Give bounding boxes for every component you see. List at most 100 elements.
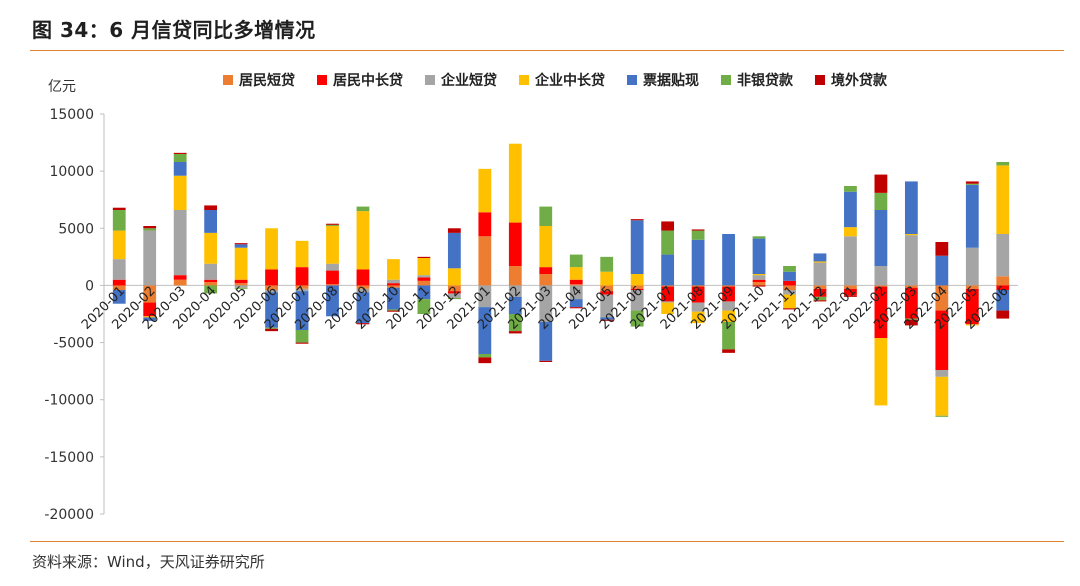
bar-segment: [356, 211, 370, 270]
bar-segment: [844, 285, 857, 289]
bar-segment: [295, 240, 309, 268]
bar-segment: [447, 298, 461, 300]
bar-segment: [691, 302, 705, 312]
bar-segment: [965, 183, 979, 185]
bar-segment: [783, 280, 796, 286]
legend-item: 非银贷款: [721, 70, 793, 90]
bar-segment: [356, 285, 370, 289]
bar-segment: [996, 285, 1010, 290]
y-tick-label: -20000: [44, 507, 94, 523]
bar-segment: [630, 220, 644, 274]
bar-segment: [204, 205, 218, 210]
bar-segment: [630, 274, 644, 286]
bar-segment: [417, 299, 431, 314]
bar-segment: [295, 291, 309, 330]
bar-segment: [630, 310, 644, 327]
bar-segment: [813, 285, 827, 289]
bar-segment: [234, 243, 248, 245]
bar-segment: [326, 226, 339, 264]
bar-segment: [874, 192, 888, 210]
bar-segment: [813, 262, 827, 286]
bar-segment: [874, 286, 888, 338]
bar-segment: [904, 287, 918, 319]
bar-segment: [326, 223, 339, 225]
bar-segment: [143, 316, 157, 318]
legend-label: 票据贴现: [643, 73, 699, 89]
legend-swatch: [317, 75, 327, 85]
bar-segment: [478, 168, 492, 213]
bar-segment: [722, 285, 735, 287]
bar-segment: [874, 174, 888, 193]
bar-segment: [722, 310, 735, 322]
bar-segment: [569, 285, 583, 300]
bar-segment: [204, 210, 218, 233]
bar-segment: [234, 285, 248, 288]
bar-segment: [935, 285, 949, 311]
bar-segment: [204, 282, 218, 286]
bar-segment: [965, 324, 979, 326]
bar-segment: [387, 259, 400, 280]
bar-segment: [904, 318, 918, 320]
y-tick-label: 15000: [49, 107, 94, 123]
bar-segment: [295, 285, 309, 289]
bar-segment: [569, 254, 583, 268]
bar-segment: [691, 285, 705, 287]
bar-segment: [965, 247, 979, 286]
bar-segment: [478, 236, 492, 286]
bar-segment: [996, 162, 1010, 166]
bar-segment: [569, 267, 583, 280]
bar-segment: [173, 154, 187, 162]
bar-segment: [478, 307, 492, 354]
bar-segment: [265, 328, 278, 332]
bar-segment: [508, 222, 522, 266]
chart-legend: 居民短贷 居民中长贷 企业短贷 企业中长贷 票据贴现 非银贷款 境外贷款: [0, 70, 1080, 90]
y-tick-label: -15000: [44, 450, 94, 466]
legend-swatch: [519, 75, 529, 85]
bar-segment: [173, 279, 187, 286]
y-tick-label: 10000: [49, 164, 94, 180]
bar-segment: [265, 292, 278, 328]
bar-segment: [813, 300, 827, 302]
bar-segment: [234, 247, 248, 280]
bar-segment: [143, 230, 157, 286]
bar-segment: [996, 165, 1010, 234]
bar-segment: [752, 236, 766, 239]
bar-segment: [508, 296, 522, 314]
bar-segment: [265, 269, 278, 286]
bar-segment: [965, 184, 979, 248]
bar-segment: [874, 266, 888, 286]
bar-segment: [417, 277, 431, 281]
bar-segment: [112, 207, 126, 210]
bar-segment: [874, 338, 888, 406]
source-divider: [30, 541, 1064, 542]
bar-segment: [904, 181, 918, 234]
bar-segment: [447, 285, 461, 292]
bar-segment: [539, 360, 553, 362]
bar-segment: [387, 287, 400, 310]
y-tick-label: 5000: [58, 221, 94, 237]
bar-segment: [234, 244, 248, 248]
bar-segment: [996, 234, 1010, 277]
bar-segment: [326, 263, 339, 271]
legend-swatch: [815, 75, 825, 85]
bar-segment: [752, 285, 766, 287]
legend-item: 企业短贷: [425, 70, 497, 90]
bar-segment: [356, 288, 370, 293]
bar-segment: [661, 221, 675, 231]
bar-segment: [112, 259, 126, 280]
bar-segment: [904, 285, 918, 288]
bar-segment: [143, 228, 157, 231]
bar-segment: [539, 322, 553, 361]
bar-segment: [722, 286, 735, 302]
bar-segment: [874, 285, 888, 287]
bar-segment: [600, 294, 614, 318]
bar-segment: [417, 256, 431, 258]
bar-segment: [630, 285, 644, 289]
bar-segment: [417, 285, 431, 300]
bar-segment: [569, 299, 583, 308]
bar-segment: [935, 376, 949, 416]
bar-segment: [783, 285, 796, 290]
bar-segment: [326, 285, 339, 317]
bar-segment: [752, 275, 766, 280]
